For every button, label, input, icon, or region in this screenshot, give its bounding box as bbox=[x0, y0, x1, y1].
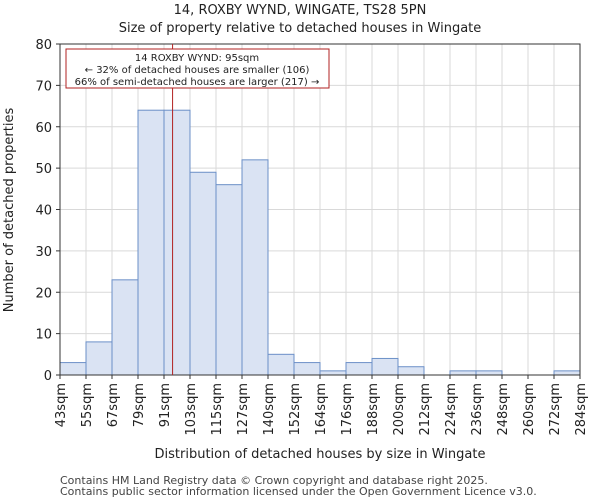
y-axis-label: Number of detached properties bbox=[2, 108, 17, 313]
bar-43sqm bbox=[59, 362, 87, 376]
x-tick-label: 236sqm bbox=[470, 383, 485, 436]
x-ticks: 43sqm 55sqm 67sqm 79sqm 91sqm 103sqm 115sqm 127… bbox=[54, 375, 589, 436]
bar-140sqm bbox=[267, 353, 295, 376]
x-tick-label: 200sqm bbox=[392, 383, 407, 436]
x-tick-label: 176sqm bbox=[340, 383, 355, 436]
x-tick-label: 212sqm bbox=[418, 383, 433, 436]
x-tick-label: 188sqm bbox=[366, 383, 381, 436]
y-tick-label: 10 bbox=[35, 328, 52, 343]
x-tick-label: 55sqm bbox=[80, 383, 95, 427]
x-tick-label: 79sqm bbox=[132, 383, 147, 427]
footer-line1: Contains HM Land Registry data © Crown c… bbox=[60, 474, 488, 487]
x-tick-label: 115sqm bbox=[210, 383, 225, 436]
bar-67sqm bbox=[111, 279, 139, 376]
y-tick-label: 70 bbox=[35, 79, 52, 94]
x-tick-label: 164sqm bbox=[314, 383, 329, 436]
x-tick-label: 91sqm bbox=[158, 383, 173, 427]
bar-55sqm bbox=[85, 341, 113, 376]
x-tick-label: 103sqm bbox=[184, 383, 199, 436]
annotation-line3: 66% of semi-detached houses are larger (… bbox=[75, 77, 320, 88]
bar-115sqm bbox=[215, 184, 243, 376]
plot-frame bbox=[59, 43, 581, 376]
footer-line2: Contains public sector information licen… bbox=[60, 485, 537, 498]
bar-127sqm bbox=[241, 159, 269, 376]
chart-title-line2: Size of property relative to detached ho… bbox=[119, 21, 482, 36]
x-tick-label: 152sqm bbox=[288, 383, 303, 436]
x-tick-label: 224sqm bbox=[444, 383, 459, 436]
bar-79sqm bbox=[137, 109, 165, 376]
bar-224sqm bbox=[449, 370, 477, 376]
y-tick-label: 20 bbox=[35, 286, 52, 301]
x-tick-label: 272sqm bbox=[548, 383, 563, 436]
x-tick-label: 127sqm bbox=[236, 383, 251, 436]
chart-title-line1: 14, ROXBY WYND, WINGATE, TS28 5PN bbox=[174, 3, 427, 18]
bar-164sqm bbox=[319, 370, 347, 376]
bar-200sqm bbox=[397, 366, 425, 376]
bar-188sqm bbox=[371, 357, 399, 376]
bar-272sqm bbox=[553, 370, 581, 376]
y-tick-label: 40 bbox=[35, 204, 52, 219]
annotation-line1: 14 ROXBY WYND: 95sqm bbox=[135, 53, 259, 64]
x-tick-label: 140sqm bbox=[262, 383, 277, 436]
y-ticks: 0 10 20 30 40 50 60 70 80 bbox=[35, 38, 60, 384]
y-tick-label: 80 bbox=[35, 38, 52, 53]
y-tick-label: 60 bbox=[35, 121, 52, 136]
x-tick-label: 248sqm bbox=[496, 383, 511, 436]
bar-236sqm bbox=[475, 370, 503, 376]
bar-152sqm bbox=[293, 362, 321, 376]
bars bbox=[59, 109, 581, 376]
x-tick-label: 43sqm bbox=[54, 383, 69, 427]
x-tick-label: 284sqm bbox=[574, 383, 589, 436]
x-axis-label: Distribution of detached houses by size … bbox=[155, 447, 486, 462]
annotation-box: 14 ROXBY WYND: 95sqm ← 32% of detached h… bbox=[65, 48, 330, 89]
y-tick-label: 50 bbox=[35, 162, 52, 177]
x-tick-label: 67sqm bbox=[106, 383, 121, 427]
bar-176sqm bbox=[345, 362, 373, 376]
annotation-frame bbox=[65, 48, 330, 89]
y-tick-label: 0 bbox=[44, 369, 52, 384]
y-tick-label: 30 bbox=[35, 245, 52, 260]
bar-91sqm bbox=[163, 109, 191, 376]
x-tick-label: 260sqm bbox=[522, 383, 537, 436]
annotation-line2: ← 32% of detached houses are smaller (10… bbox=[85, 65, 310, 76]
bar-103sqm bbox=[189, 171, 217, 376]
